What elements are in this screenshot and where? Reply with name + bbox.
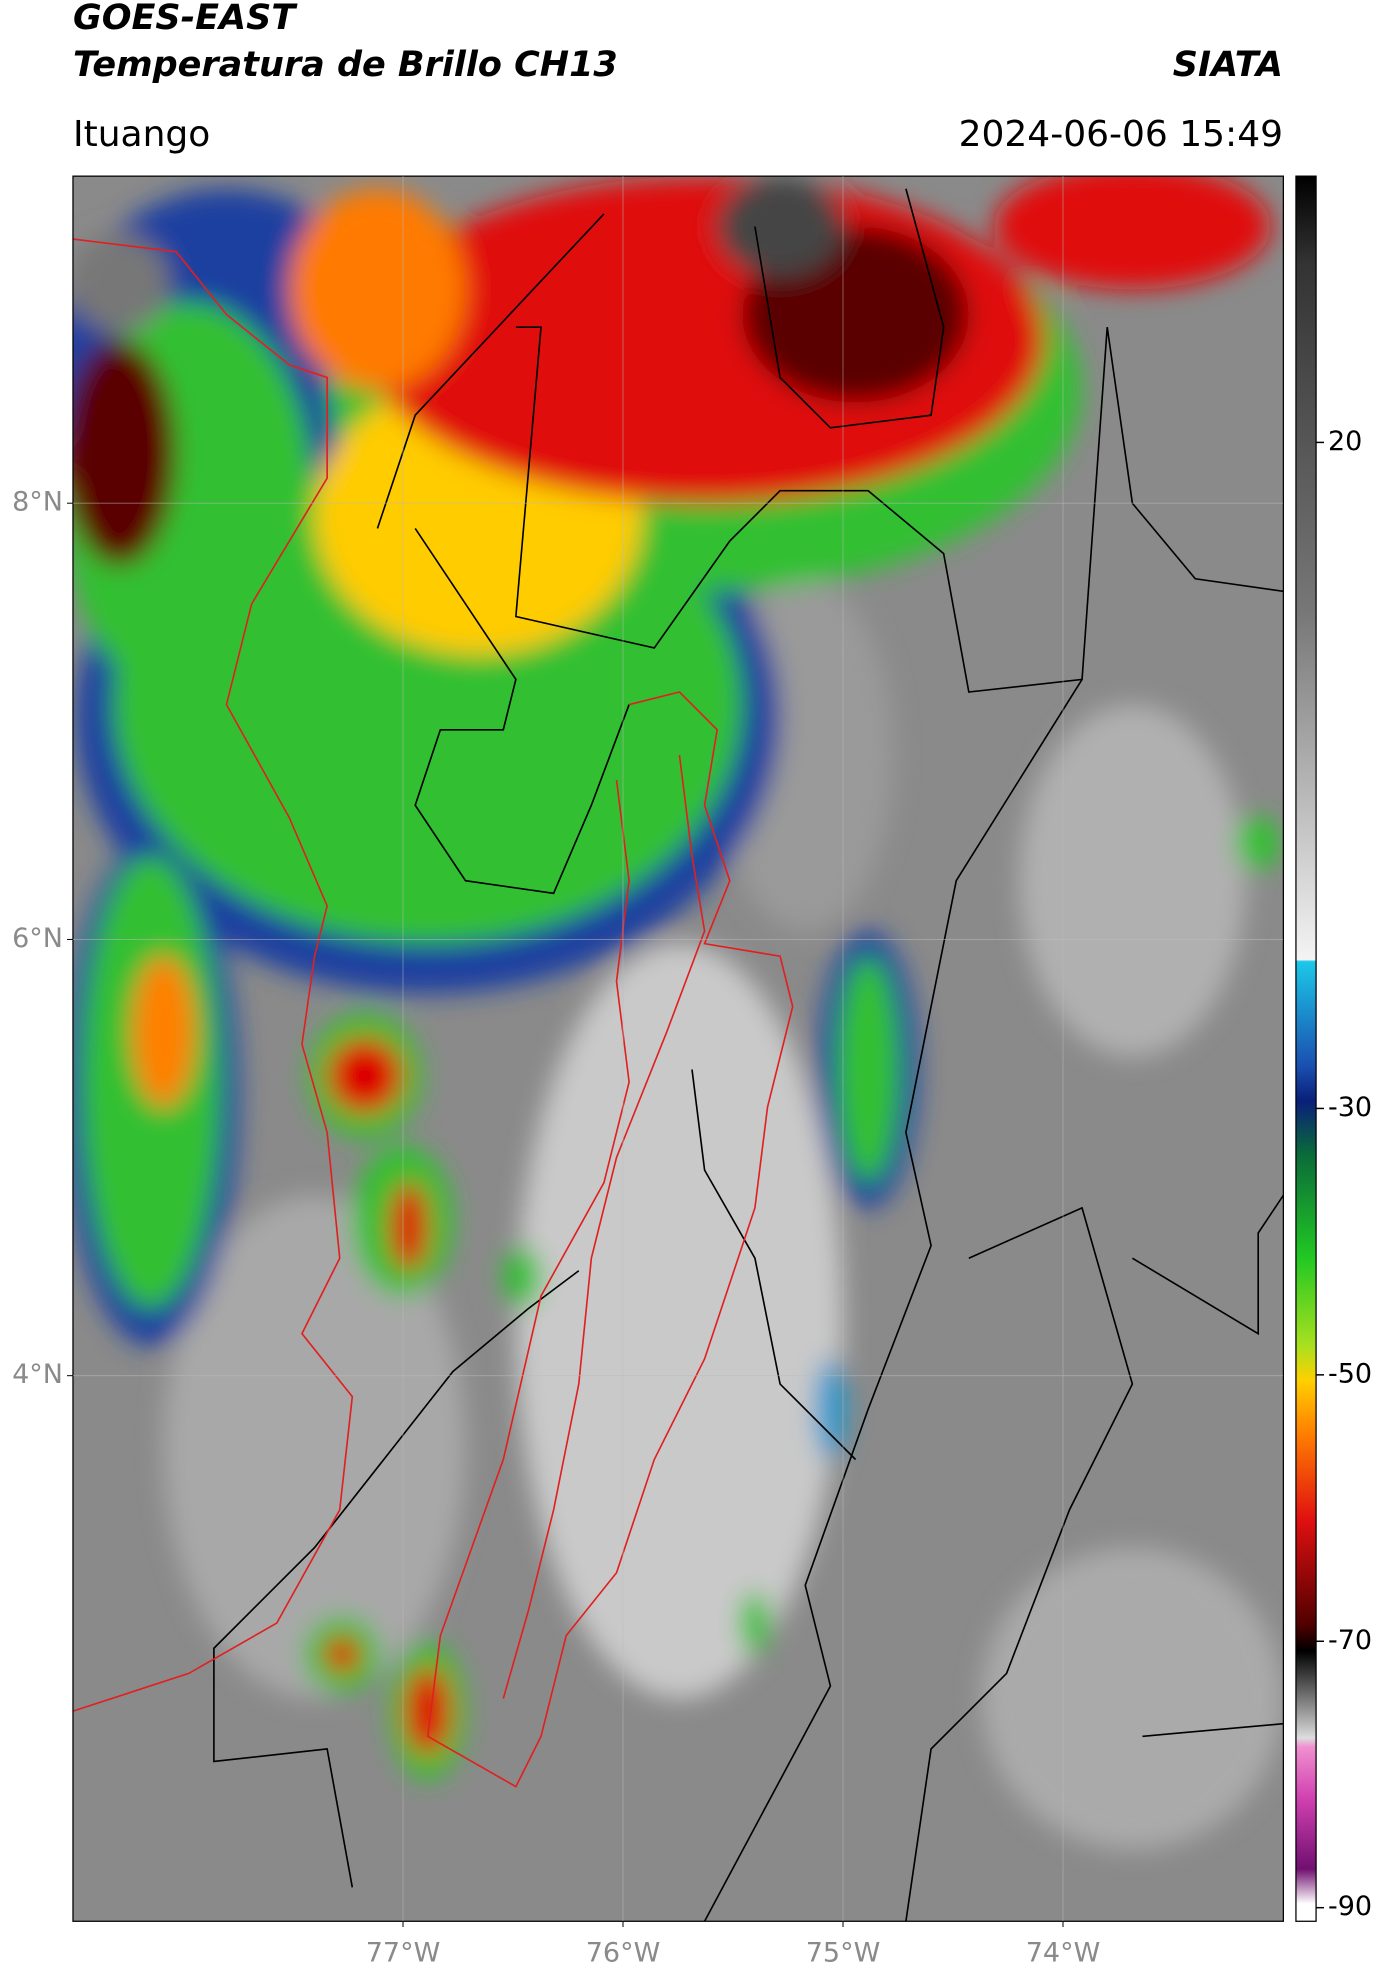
colorbar-label: -30 <box>1328 1092 1372 1123</box>
x-tick-label: 75°W <box>806 1938 881 1969</box>
colorbar-label: -90 <box>1328 1891 1372 1922</box>
organization: SIATA <box>1173 45 1283 85</box>
subtitle: Temperatura de Brillo CH13 <box>73 45 618 85</box>
y-tick-label: 8°N <box>12 487 63 518</box>
colorbar-label: 20 <box>1328 426 1362 457</box>
y-tick-label: 6°N <box>12 923 63 954</box>
datetime: 2024-06-06 15:49 <box>959 114 1283 155</box>
y-tick-label: 4°N <box>12 1359 63 1390</box>
satellite-image <box>72 175 1317 1922</box>
x-tick-label: 77°W <box>366 1938 441 1969</box>
colorbar-label: -50 <box>1328 1358 1372 1389</box>
colorbar-label: -70 <box>1328 1625 1372 1656</box>
x-tick-label: 76°W <box>586 1938 661 1969</box>
title: GOES-EAST <box>73 0 298 38</box>
x-tick-label: 74°W <box>1026 1938 1101 1969</box>
location: Ituango <box>73 114 210 155</box>
